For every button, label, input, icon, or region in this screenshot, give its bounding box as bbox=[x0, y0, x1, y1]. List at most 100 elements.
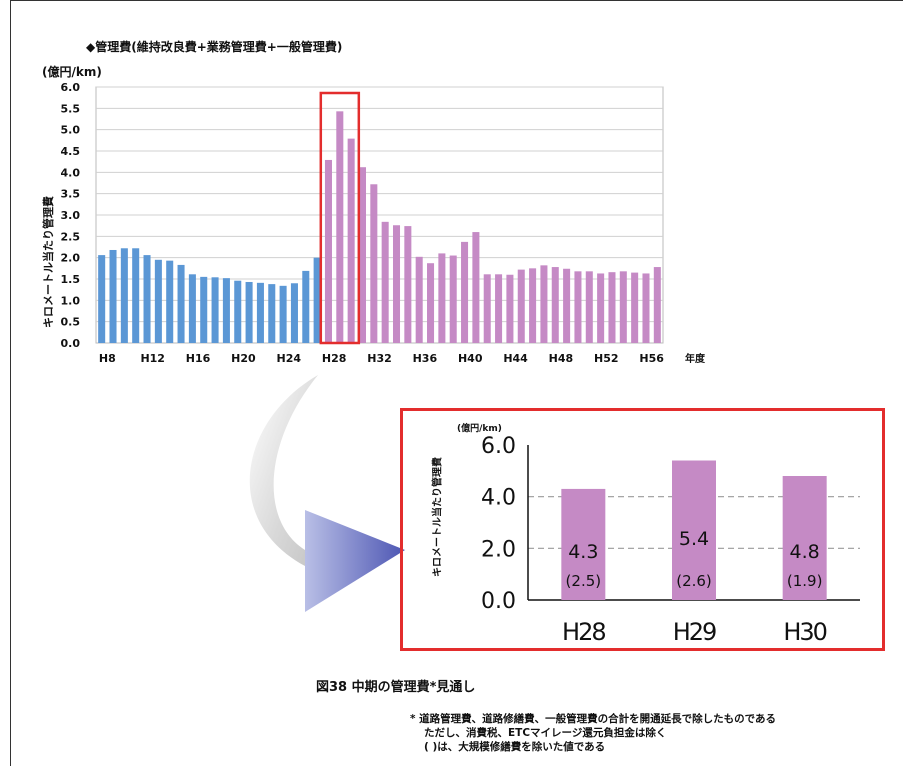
x-tick-label: H28 bbox=[322, 352, 347, 365]
footnote-line-3: ( )は、大規模修繕費を除いた値である bbox=[424, 741, 606, 753]
bar bbox=[585, 271, 593, 343]
main-chart: 0.0 0.5 1.0 1.5 2.0 2.5 3.0 3.5 4.0 4.5 5.0 5.5 6.0 H… bbox=[61, 81, 707, 365]
bar bbox=[290, 283, 298, 343]
y-tick-label: 5.5 bbox=[61, 102, 81, 115]
y-unit-label: (億円/km) bbox=[42, 65, 102, 79]
page-frame bbox=[10, 0, 903, 766]
zoom-panel bbox=[400, 408, 885, 651]
bar bbox=[506, 274, 514, 343]
data-label: 4.3 bbox=[568, 541, 598, 563]
x-tick-label: H52 bbox=[594, 352, 619, 365]
data-label: 5.4 bbox=[679, 528, 709, 550]
bar bbox=[642, 273, 650, 343]
bar bbox=[540, 265, 548, 343]
highlight-box bbox=[319, 91, 361, 345]
x-tick-label: H16 bbox=[186, 352, 211, 365]
x-tick-label: H20 bbox=[231, 352, 256, 365]
chart-title: ◆管理費(維持改良費+業務管理費+一般管理費) bbox=[86, 40, 343, 54]
x-axis-label: 年度 bbox=[685, 352, 706, 365]
bar bbox=[347, 138, 355, 343]
x-tick-label: H36 bbox=[413, 352, 438, 365]
footnote-line-1: * 道路管理費、道路修繕費、一般管理費の合計を開通延長で除したものである bbox=[410, 713, 777, 725]
bar bbox=[392, 225, 401, 343]
x-tick-label: H30 bbox=[783, 618, 826, 646]
x-tick-label: H40 bbox=[458, 352, 483, 365]
y-tick-label: 2.5 bbox=[61, 230, 81, 243]
bar bbox=[279, 285, 287, 343]
y-tick-label: 3.0 bbox=[61, 209, 81, 222]
bar bbox=[313, 257, 321, 343]
footnote: * 道路管理費、道路修繕費、一般管理費の合計を開通延長で除したものである ただし… bbox=[410, 712, 776, 754]
bar bbox=[608, 272, 616, 343]
bar bbox=[672, 460, 716, 600]
bar bbox=[563, 268, 571, 343]
bar bbox=[358, 167, 367, 343]
bar bbox=[574, 271, 582, 343]
bar bbox=[324, 159, 332, 343]
x-tick-label: H56 bbox=[639, 352, 664, 365]
bar bbox=[427, 263, 435, 343]
y-tick-label: 1.5 bbox=[61, 273, 81, 286]
data-sub-label: (2.5) bbox=[566, 572, 602, 590]
bar bbox=[438, 253, 446, 343]
bar bbox=[98, 255, 106, 343]
x-tick-label: H29 bbox=[673, 618, 716, 646]
bar bbox=[256, 282, 264, 343]
x-tick-label: H48 bbox=[549, 352, 574, 365]
bar bbox=[370, 184, 378, 343]
bar bbox=[529, 268, 537, 343]
bar bbox=[551, 267, 559, 343]
y-tick-label: 2.0 bbox=[61, 252, 81, 265]
bar bbox=[495, 274, 503, 343]
bar bbox=[109, 249, 117, 343]
bar bbox=[268, 284, 276, 343]
bar bbox=[561, 488, 606, 600]
figure-caption: 図38 中期の管理費*見通し bbox=[316, 680, 476, 695]
y-tick-label: 0.5 bbox=[61, 316, 81, 329]
bar bbox=[132, 248, 140, 343]
bar bbox=[472, 232, 480, 343]
y-tick-label: 3.5 bbox=[61, 188, 81, 201]
bar bbox=[200, 276, 208, 343]
bar bbox=[381, 221, 389, 343]
bar bbox=[449, 255, 457, 343]
bar bbox=[517, 269, 525, 343]
y-tick-label: 4.0 bbox=[61, 166, 81, 179]
bar bbox=[143, 255, 151, 343]
bar bbox=[483, 274, 491, 343]
y-tick-label: 0.0 bbox=[481, 589, 516, 614]
bar bbox=[245, 281, 253, 343]
x-tick-label: H44 bbox=[503, 352, 528, 365]
bar bbox=[234, 280, 242, 343]
data-label: 4.8 bbox=[790, 541, 820, 563]
x-tick-label: H32 bbox=[367, 352, 392, 365]
bar bbox=[782, 476, 827, 600]
bar bbox=[653, 267, 661, 343]
zoom-unit-label: (億円/km) bbox=[457, 424, 502, 434]
bar bbox=[302, 270, 310, 343]
y-tick-label: 6.0 bbox=[481, 434, 516, 459]
y-tick-label: 4.0 bbox=[481, 486, 516, 511]
bar bbox=[154, 259, 162, 343]
bar bbox=[188, 274, 196, 343]
data-sub-label: (1.9) bbox=[787, 572, 823, 590]
x-tick-label: H8 bbox=[99, 352, 116, 365]
y-tick-label: 2.0 bbox=[481, 537, 516, 562]
bar bbox=[415, 256, 423, 343]
bar bbox=[177, 264, 185, 343]
footnote-line-2: ただし、消費税、ETCマイレージ還元負担金は除く bbox=[424, 727, 667, 739]
y-tick-label: 1.0 bbox=[61, 294, 81, 307]
bar bbox=[222, 278, 230, 343]
bar bbox=[631, 272, 639, 343]
y-tick-label: 0.0 bbox=[61, 337, 81, 350]
x-tick-label: H12 bbox=[140, 352, 165, 365]
bar bbox=[404, 226, 412, 343]
x-tick-label: H24 bbox=[277, 352, 302, 365]
data-sub-label: (2.6) bbox=[676, 572, 712, 590]
bar bbox=[597, 273, 605, 343]
bar bbox=[120, 248, 128, 343]
bar bbox=[619, 271, 627, 343]
bar bbox=[461, 241, 469, 343]
bar bbox=[166, 260, 174, 343]
